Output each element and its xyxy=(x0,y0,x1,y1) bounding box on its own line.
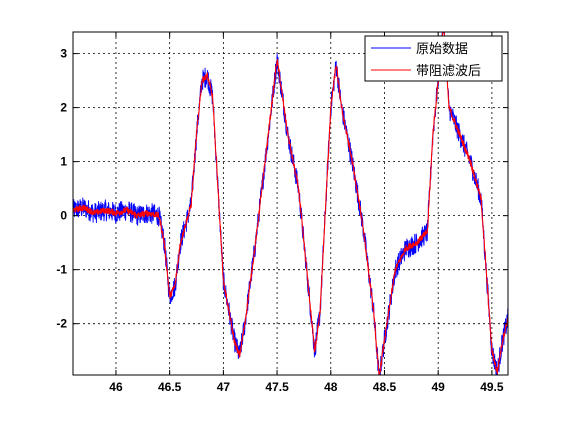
grid-lines xyxy=(73,32,508,375)
x-tick-label: 48 xyxy=(324,380,338,394)
x-tick-label: 47 xyxy=(217,380,231,394)
y-tick-label: 2 xyxy=(60,101,67,115)
x-tick-label: 46.5 xyxy=(158,380,182,394)
y-tick-label: 0 xyxy=(60,209,67,223)
y-tick-label: -2 xyxy=(56,317,67,331)
legend-label-filtered: 带阻滤波后 xyxy=(416,64,481,79)
y-tick-label: -1 xyxy=(56,263,67,277)
y-tick-label: 1 xyxy=(60,155,67,169)
x-tick-label: 48.5 xyxy=(373,380,397,394)
x-tick-label: 49 xyxy=(432,380,446,394)
series-line-filtered xyxy=(73,32,508,375)
y-tick-label: 3 xyxy=(60,47,67,61)
axis-ticks: 46 46.5 47 47.5 48 48.5 49 49.5 -2 -1 0 1 2 3 xyxy=(56,32,508,394)
plot-area xyxy=(73,32,508,375)
x-tick-label: 46 xyxy=(109,380,123,394)
x-tick-label: 47.5 xyxy=(265,380,289,394)
legend-box xyxy=(364,35,503,82)
plot-frame xyxy=(72,31,509,376)
x-tick-label: 49.5 xyxy=(480,380,504,394)
series-layer xyxy=(73,32,508,375)
legend-label-original: 原始数据 xyxy=(416,42,468,57)
legend: 原始数据 带阻滤波后 xyxy=(364,35,503,82)
